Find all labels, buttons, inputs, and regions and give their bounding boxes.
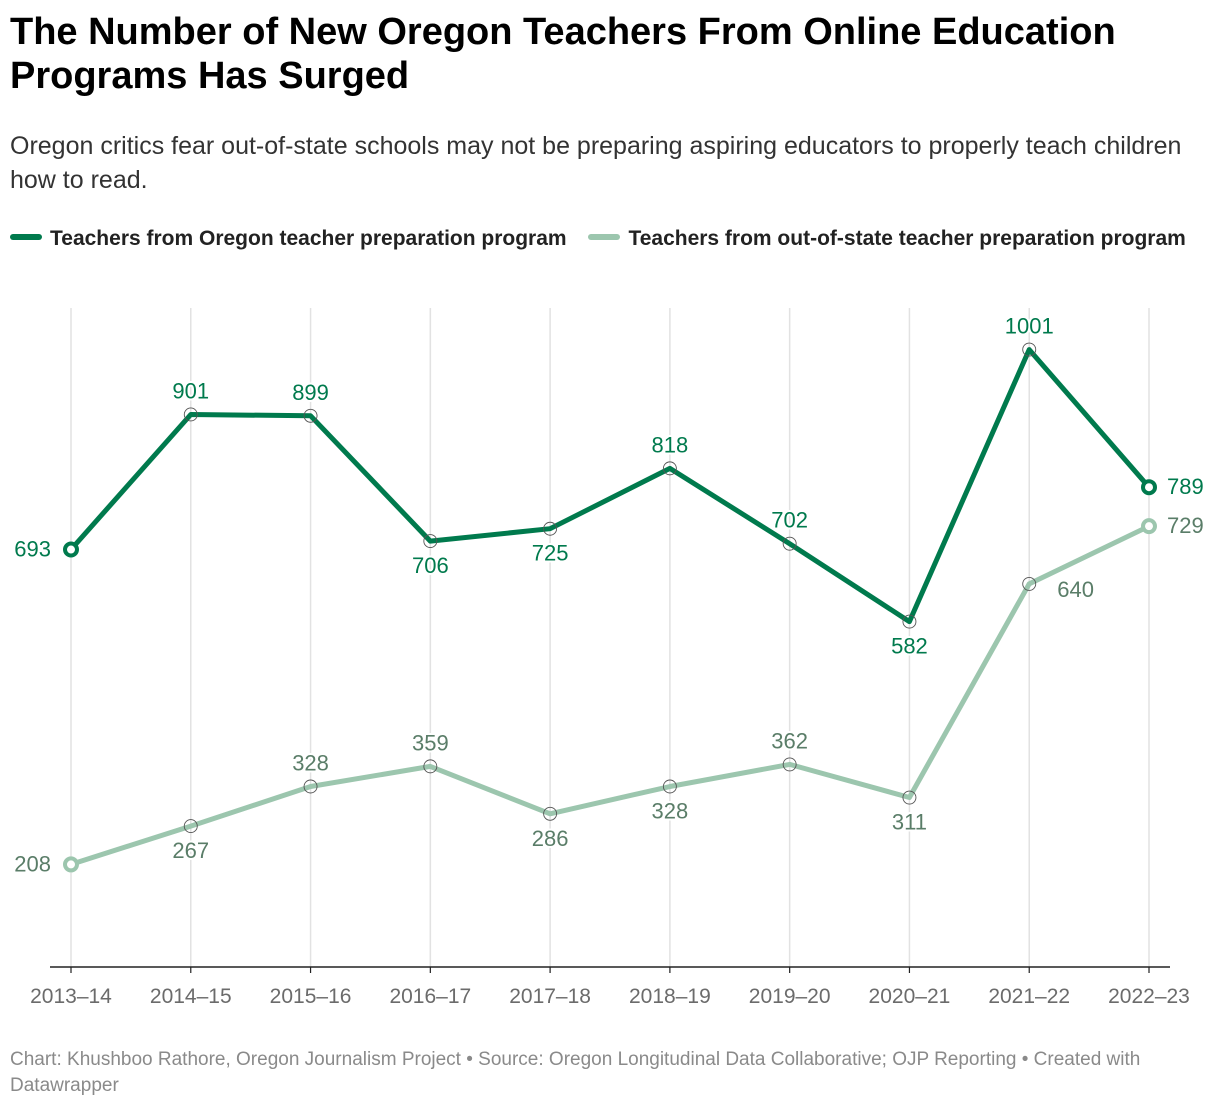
data-label-oregon: 702 — [771, 508, 808, 533]
legend-swatch-out-of-state — [588, 234, 621, 241]
data-label-out_of_state: 362 — [771, 728, 808, 753]
data-point-out_of_state — [543, 806, 558, 821]
data-label-oregon: 899 — [292, 380, 329, 405]
data-point-oregon — [303, 408, 318, 423]
data-label-out_of_state: 359 — [412, 730, 449, 755]
data-point-oregon — [543, 521, 558, 536]
data-label-out_of_state: 267 — [172, 838, 209, 863]
data-label-out_of_state: 328 — [292, 751, 329, 776]
chart-subtitle: Oregon critics fear out-of-state schools… — [10, 132, 1182, 194]
legend-swatch-oregon — [10, 234, 42, 241]
data-label-oregon: 582 — [891, 634, 928, 659]
x-tick-label: 2014–15 — [150, 985, 232, 1008]
data-point-out_of_state — [1022, 576, 1037, 591]
data-point-out_of_state — [183, 819, 198, 834]
x-tick-label: 2019–20 — [749, 985, 831, 1008]
data-label-oregon: 693 — [14, 537, 51, 562]
legend: Teachers from Oregon teacher preparation… — [10, 222, 1210, 255]
data-label-out_of_state: 328 — [652, 799, 689, 824]
data-point-oregon — [183, 407, 198, 422]
legend-item-out-of-state: Teachers from out-of-state teacher prepa… — [588, 227, 1186, 250]
data-label-oregon: 901 — [172, 378, 209, 403]
data-point-out_of_state — [662, 779, 677, 794]
data-point-oregon — [662, 461, 677, 476]
data-point-oregon — [423, 534, 438, 549]
data-label-oregon: 789 — [1167, 474, 1204, 499]
data-label-out_of_state: 311 — [892, 810, 927, 835]
data-point-out_of_state — [902, 790, 917, 805]
x-tick-label: 2021–22 — [988, 985, 1070, 1008]
data-label-oregon: 706 — [412, 553, 449, 578]
data-labels: 693 901 899 706 725 818 702 582 1001 789 208 267 328… — [12, 312, 1205, 879]
x-tick-label: 2022–23 — [1108, 985, 1190, 1008]
data-label-out_of_state: 208 — [14, 851, 51, 876]
x-axis: 2013–14 2014–15 2015–16 2016–17 2017–18 2018–… — [30, 966, 1190, 1008]
data-point-oregon — [63, 541, 79, 558]
legend-item-oregon: Teachers from Oregon teacher preparation… — [10, 227, 572, 250]
data-point-out_of_state — [63, 856, 79, 873]
x-tick-label: 2020–21 — [869, 985, 951, 1008]
x-tick-label: 2017–18 — [509, 985, 591, 1008]
data-label-oregon: 1001 — [1005, 314, 1054, 339]
x-tick-label: 2015–16 — [270, 985, 352, 1008]
gridlines — [70, 308, 1150, 967]
data-label-oregon: 818 — [652, 432, 689, 457]
data-point-oregon — [902, 614, 917, 629]
series-line-oregon — [68, 347, 1152, 625]
data-point-out_of_state — [423, 759, 438, 774]
x-tick-label: 2016–17 — [389, 985, 471, 1008]
legend-label-oregon: Teachers from Oregon teacher preparation… — [50, 227, 567, 250]
x-tick-label: 2013–14 — [30, 985, 112, 1008]
legend-label-out-of-state: Teachers from out-of-state teacher prepa… — [628, 227, 1186, 250]
data-label-out_of_state: 640 — [1057, 577, 1094, 602]
data-point-out_of_state — [303, 779, 318, 794]
chart-footer-credit: Chart: Khushboo Rathore, Oregon Journali… — [10, 1049, 1141, 1096]
chart-title: The Number of New Oregon Teachers From O… — [10, 11, 1116, 97]
series-lines — [63, 342, 1157, 873]
data-point-out_of_state — [782, 757, 797, 772]
data-point-oregon — [1022, 342, 1037, 357]
data-point-out_of_state — [1141, 518, 1157, 535]
data-point-oregon — [1141, 479, 1157, 496]
data-label-out_of_state: 286 — [532, 826, 569, 851]
series-line-out_of_state — [68, 523, 1152, 867]
x-tick-label: 2018–19 — [629, 985, 711, 1008]
data-point-oregon — [782, 536, 797, 551]
data-label-out_of_state: 729 — [1167, 513, 1204, 538]
data-label-oregon: 725 — [532, 541, 569, 566]
